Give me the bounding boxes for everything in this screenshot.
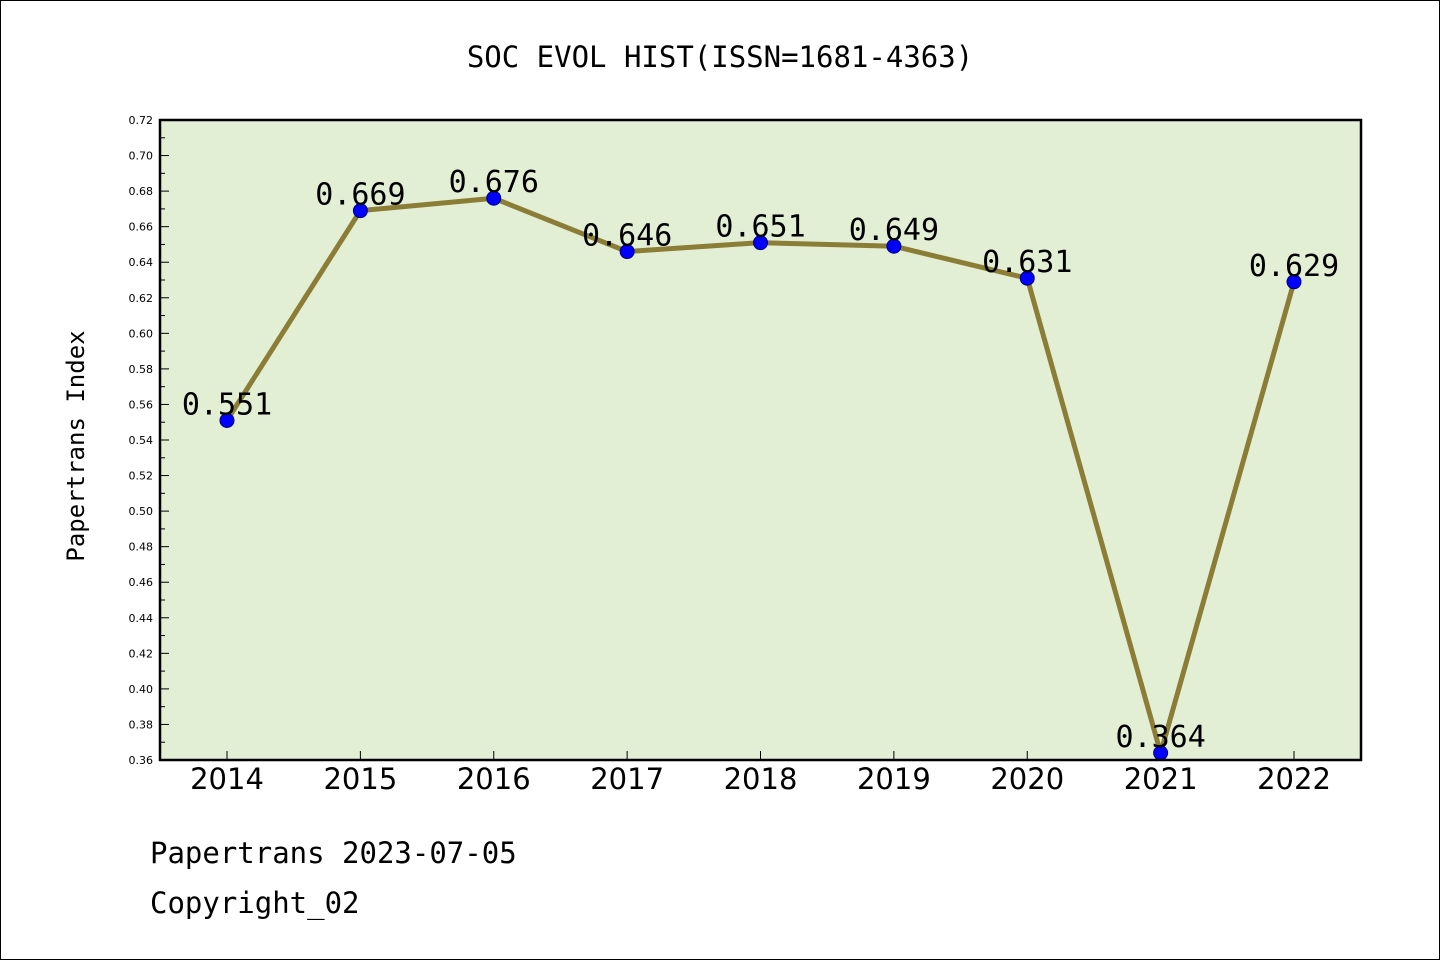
x-tick-label: 2014 xyxy=(190,762,264,796)
y-tick-label: 0.62 xyxy=(129,292,154,305)
data-point xyxy=(753,235,768,251)
data-point xyxy=(886,238,902,254)
data-label: 0.551 xyxy=(182,387,272,422)
data-point xyxy=(619,244,635,260)
y-tick-label: 0.58 xyxy=(129,363,154,376)
x-tick-label: 2022 xyxy=(1257,762,1331,796)
y-tick-label: 0.50 xyxy=(129,505,154,518)
data-point xyxy=(352,203,368,219)
y-axis: 0.36 0.38 0.40 0.42 0.44 0.46 0.48 0.50 0.52 0.54… xyxy=(129,114,169,767)
chart-title: SOC EVOL HIST(ISSN=1681-4363) xyxy=(467,40,973,74)
y-tick-label: 0.56 xyxy=(129,398,154,411)
y-tick-label: 0.72 xyxy=(129,114,154,127)
plot-area xyxy=(160,120,1361,760)
data-label: 0.669 xyxy=(315,178,405,213)
data-point xyxy=(1019,270,1035,286)
y-tick-label: 0.42 xyxy=(129,647,154,660)
y-tick-label: 0.60 xyxy=(129,327,154,340)
footer-date-line: Papertrans 2023-07-05 xyxy=(150,836,517,870)
x-tick-label: 2019 xyxy=(857,762,931,796)
data-label: 0.629 xyxy=(1249,249,1339,284)
data-point xyxy=(486,190,502,206)
data-label: 0.646 xyxy=(582,219,672,254)
y-tick-label: 0.64 xyxy=(129,256,154,269)
y-tick-label: 0.44 xyxy=(129,612,154,625)
x-tick-label: 2017 xyxy=(590,762,664,796)
y-tick-label: 0.66 xyxy=(129,221,154,234)
y-tick-label: 0.38 xyxy=(129,718,154,731)
y-tick-label: 0.68 xyxy=(129,185,154,198)
data-label: 0.676 xyxy=(449,165,539,200)
y-tick-label: 0.46 xyxy=(129,576,154,589)
x-axis: 2014 2015 2016 2017 2018 2019 2020 2021 2022 xyxy=(190,751,1331,796)
plot-border xyxy=(158,118,1363,762)
x-tick-label: 2018 xyxy=(724,762,798,796)
data-point xyxy=(219,412,235,428)
y-tick-label: 0.70 xyxy=(129,150,154,163)
data-labels: 0.551 0.669 0.676 0.646 0.651 0.649 0.631 0.364… xyxy=(182,165,1339,755)
y-tick-label: 0.52 xyxy=(129,470,154,483)
data-label: 0.364 xyxy=(1115,720,1205,755)
y-tick-label: 0.54 xyxy=(129,434,154,447)
data-point xyxy=(1286,274,1302,290)
x-tick-label: 2021 xyxy=(1124,762,1198,796)
data-label: 0.649 xyxy=(849,213,939,248)
y-tick-label: 0.48 xyxy=(129,541,154,554)
x-tick-label: 2020 xyxy=(990,762,1064,796)
footer-copyright-line: Copyright_02 xyxy=(150,886,360,920)
x-tick-label: 2016 xyxy=(457,762,531,796)
data-label: 0.631 xyxy=(982,245,1072,280)
y-axis-label: Papertrans Index xyxy=(62,330,90,561)
data-label: 0.651 xyxy=(715,210,805,245)
y-tick-label: 0.36 xyxy=(129,754,154,767)
x-tick-label: 2015 xyxy=(323,762,397,796)
series-markers xyxy=(219,190,1302,761)
y-tick-label: 0.40 xyxy=(129,683,154,696)
